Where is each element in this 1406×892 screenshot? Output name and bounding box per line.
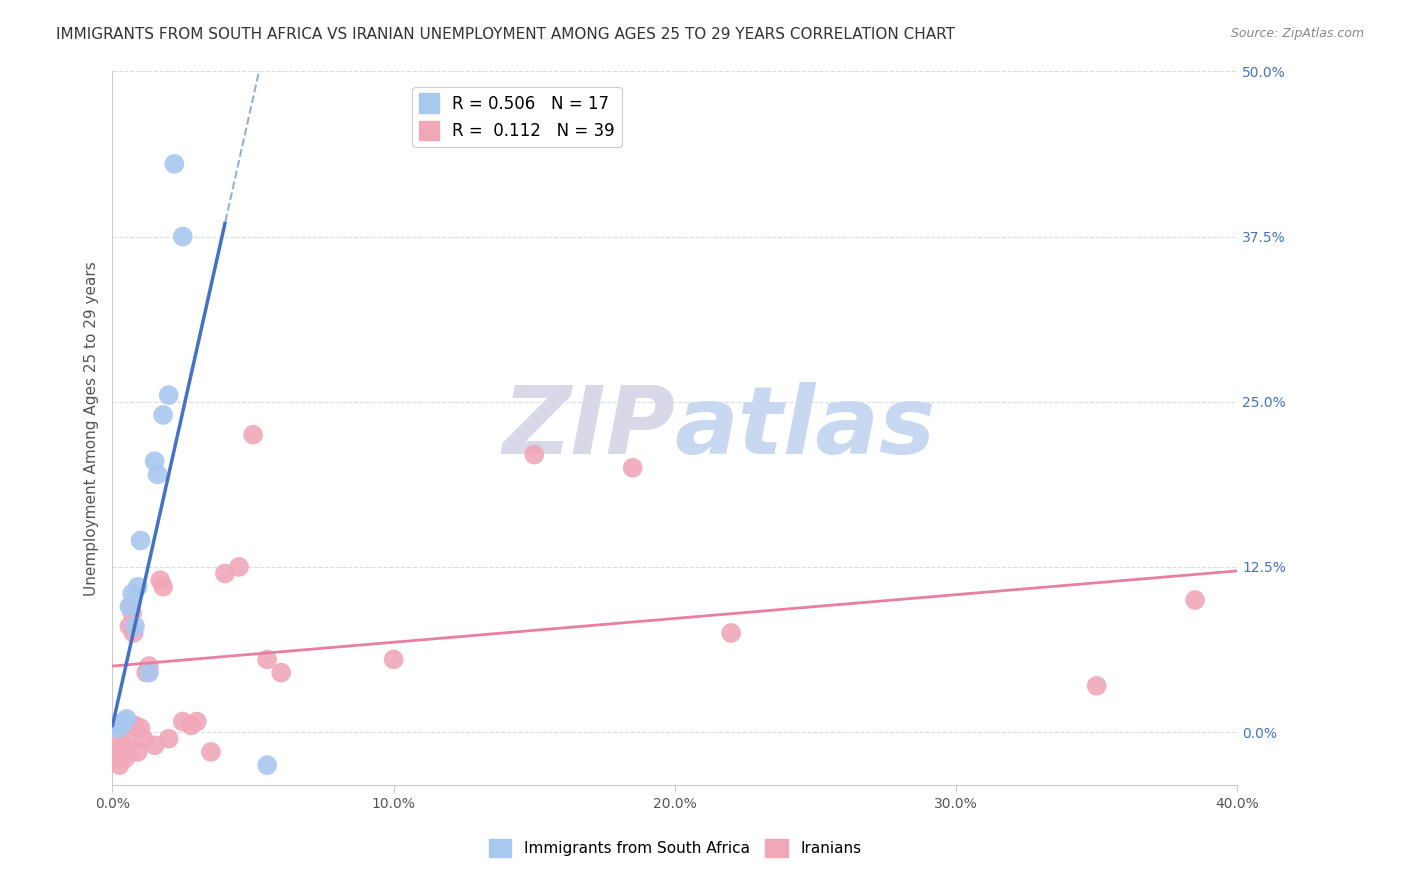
Point [111, 739, 134, 753]
Point [523, 448, 546, 462]
Point [138, 659, 160, 673]
Point [122, 626, 145, 640]
Text: ZIP: ZIP [502, 382, 675, 475]
Point [114, 751, 136, 765]
Text: Source: ZipAtlas.com: Source: ZipAtlas.com [1230, 27, 1364, 40]
Point [132, 731, 155, 746]
Y-axis label: Unemployment Among Ages 25 to 29 years: Unemployment Among Ages 25 to 29 years [83, 260, 98, 596]
Point [129, 721, 152, 735]
Point [256, 758, 278, 772]
Point [121, 586, 143, 600]
Point [107, 739, 129, 753]
Point [214, 566, 236, 581]
Point [110, 718, 132, 732]
Point [720, 626, 742, 640]
Point [149, 573, 172, 587]
Point [124, 619, 146, 633]
Point [146, 467, 169, 482]
Point [143, 454, 166, 468]
Point [256, 652, 278, 666]
Point [143, 739, 166, 753]
Point [157, 731, 180, 746]
Point [108, 758, 131, 772]
Text: atlas: atlas [675, 382, 936, 475]
Point [382, 652, 405, 666]
Point [621, 460, 644, 475]
Point [117, 745, 139, 759]
Point [152, 408, 174, 422]
Point [127, 745, 149, 759]
Point [118, 619, 141, 633]
Point [107, 721, 129, 735]
Point [172, 714, 194, 729]
Legend: Immigrants from South Africa, Iranians: Immigrants from South Africa, Iranians [482, 833, 868, 863]
Point [105, 751, 128, 765]
Point [118, 599, 141, 614]
Point [152, 580, 174, 594]
Point [110, 718, 132, 732]
Text: IMMIGRANTS FROM SOUTH AFRICA VS IRANIAN UNEMPLOYMENT AMONG AGES 25 TO 29 YEARS C: IMMIGRANTS FROM SOUTH AFRICA VS IRANIAN … [56, 27, 955, 42]
Point [112, 714, 135, 729]
Point [104, 745, 127, 759]
Point [228, 560, 250, 574]
Point [129, 533, 152, 548]
Point [120, 599, 142, 614]
Point [115, 731, 138, 746]
Point [1184, 593, 1206, 607]
Point [157, 388, 180, 402]
Point [127, 580, 149, 594]
Point [270, 665, 292, 680]
Point [180, 718, 202, 732]
Point [138, 665, 160, 680]
Point [172, 229, 194, 244]
Point [1085, 679, 1108, 693]
Point [115, 712, 138, 726]
Point [163, 157, 186, 171]
Point [242, 427, 264, 442]
Point [135, 665, 157, 680]
Point [124, 718, 146, 732]
Point [186, 714, 208, 729]
Point [200, 745, 222, 759]
Point [112, 745, 135, 759]
Point [121, 606, 143, 620]
